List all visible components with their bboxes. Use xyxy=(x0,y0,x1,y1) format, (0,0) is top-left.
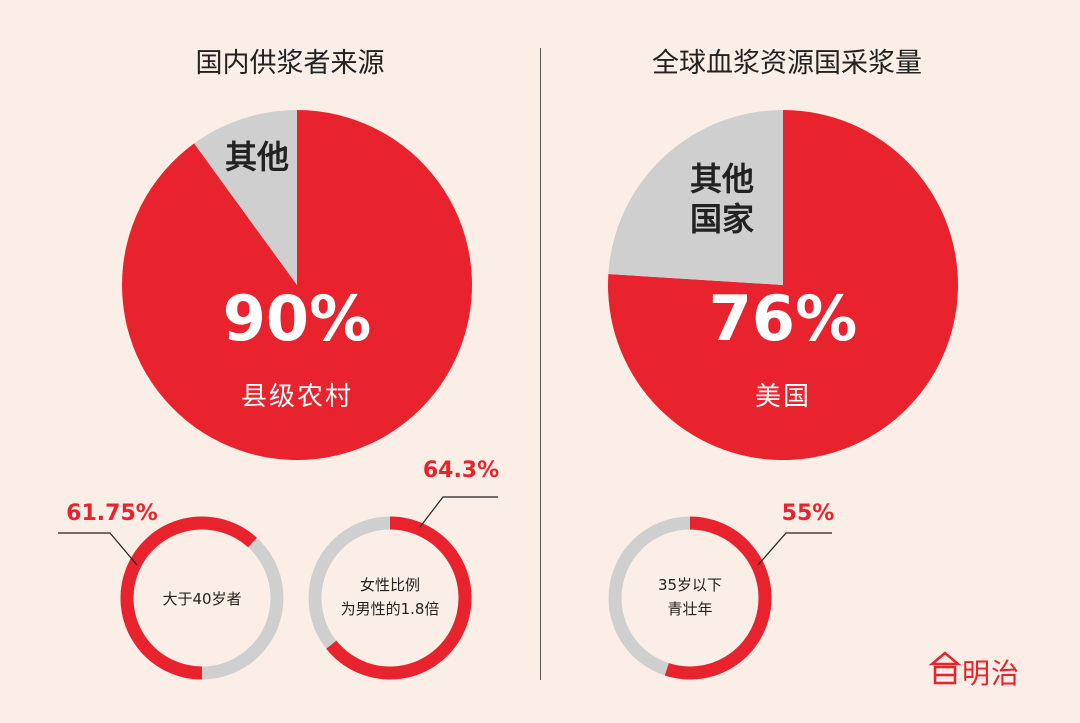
donut-3-leader-line xyxy=(757,532,832,566)
global-pie-slice-other xyxy=(608,110,783,285)
global-pie-category-label: 美国 xyxy=(755,382,811,412)
donut-3-center-label: 青壮年 xyxy=(667,600,712,618)
global-pie-value-label: 76% xyxy=(709,282,857,355)
domestic-pie-value-label: 90% xyxy=(223,282,371,355)
donut-1-value-label: 61.75% xyxy=(66,501,158,526)
domestic-pie-slice-other xyxy=(194,110,297,285)
brand-logo: 明治 xyxy=(928,650,1028,690)
global-pie-other-label-line: 国家 xyxy=(690,200,754,238)
donut-1-center-label: 大于40岁者 xyxy=(162,590,241,608)
global-pie-other-label-line: 其他 xyxy=(690,160,754,198)
global-pie-other-label: 其他国家 xyxy=(690,160,754,238)
donut-3-center-label: 35岁以下 xyxy=(658,576,722,594)
right-panel-title: 全球血浆资源国采浆量 xyxy=(652,48,922,79)
domestic-pie-other-label: 其他 xyxy=(225,138,289,176)
panel-divider xyxy=(540,48,541,680)
domestic-pie-category-label: 县级农村 xyxy=(241,382,353,412)
donut-2-value-arc xyxy=(326,516,472,680)
left-panel-title: 国内供浆者来源 xyxy=(196,48,385,79)
donut-1-leader-line xyxy=(58,532,138,566)
donut-3-value-label: 55% xyxy=(782,501,835,526)
logo-mark-icon xyxy=(928,651,962,685)
logo-text: 明治 xyxy=(962,657,1021,690)
charts-group: 90%县级农村其他76%美国其他国家61.75%大于40岁者64.3%女性比例为… xyxy=(58,110,959,680)
donut-3-value-arc xyxy=(664,516,772,680)
donut-2-value-label: 64.3% xyxy=(423,458,499,483)
donut-2-center-label: 女性比例 xyxy=(360,576,420,594)
donut-1-value-arc xyxy=(120,516,257,680)
donut-2-leader-line xyxy=(419,496,498,528)
donut-2-center-label: 为男性的1.8倍 xyxy=(341,600,440,618)
